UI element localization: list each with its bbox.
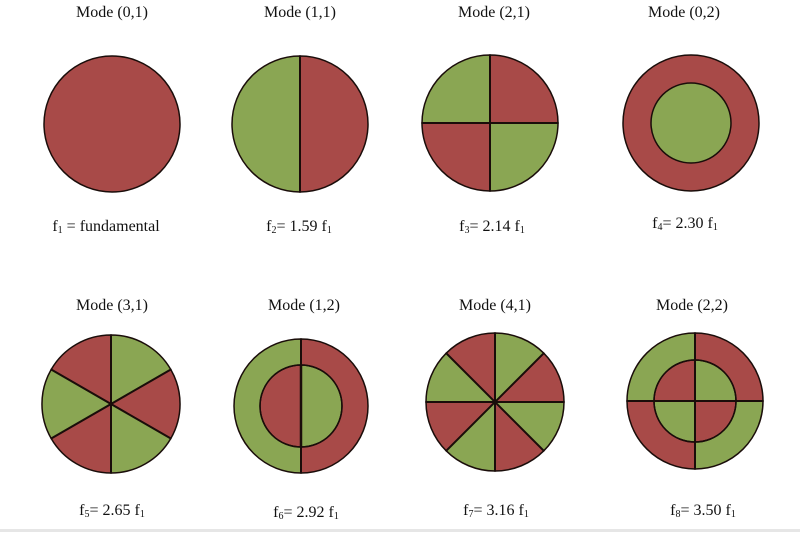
frequency-label: f1 = fundamental	[52, 218, 160, 236]
frequency-label: f6= 2.92 f1	[273, 504, 339, 522]
frequency-label: f5= 2.65 f1	[79, 502, 145, 520]
mode-2-1-diagram	[421, 54, 559, 192]
mode-title: Mode (0,2)	[648, 4, 720, 21]
mode-title: Mode (4,1)	[459, 297, 531, 314]
mode-title: Mode (2,2)	[656, 297, 728, 314]
frequency-label: f8= 3.50 f1	[670, 502, 736, 520]
mode-0-2-diagram	[622, 54, 760, 192]
bottom-border	[0, 529, 800, 532]
mode-title: Mode (1,1)	[264, 4, 336, 21]
mode-0-1-diagram	[43, 55, 181, 193]
mode-title: Mode (2,1)	[458, 4, 530, 21]
mode-title: Mode (3,1)	[76, 297, 148, 314]
frequency-label: f2= 1.59 f1	[266, 218, 332, 236]
mode-3-1-diagram	[41, 334, 181, 474]
mode-1-1-diagram	[231, 55, 369, 193]
frequency-label: f3= 2.14 f1	[459, 218, 525, 236]
mode-4-1-diagram	[425, 332, 565, 472]
frequency-label: f4= 2.30 f1	[652, 215, 718, 233]
frequency-label: f7= 3.16 f1	[463, 502, 529, 520]
mode-title: Mode (0,1)	[76, 4, 148, 21]
mode-1-2-diagram	[233, 338, 369, 474]
mode-title: Mode (1,2)	[268, 297, 340, 314]
mode-2-2-diagram	[626, 332, 764, 470]
